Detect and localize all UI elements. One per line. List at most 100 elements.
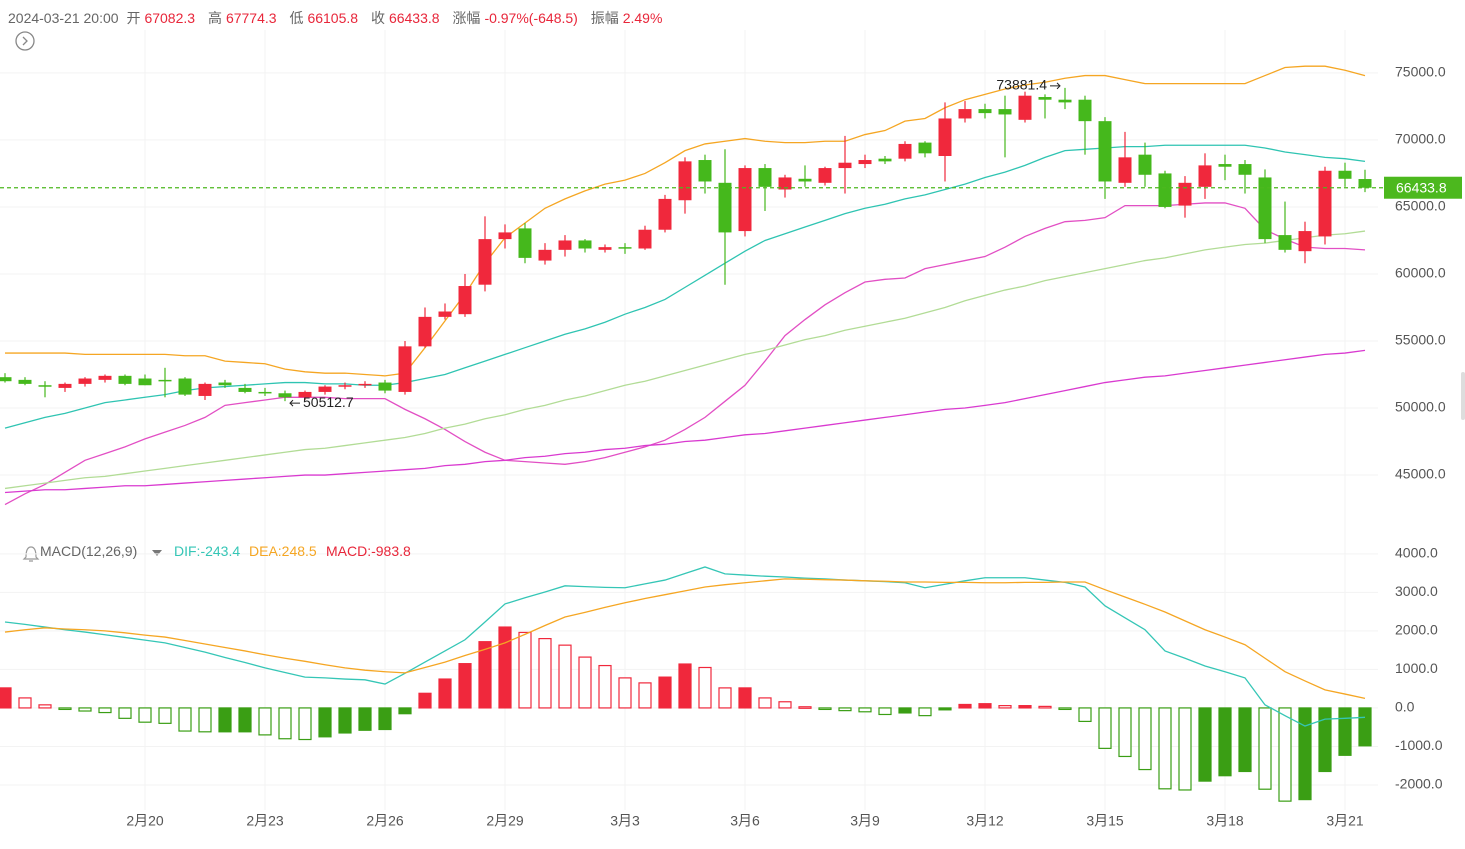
candle-body bbox=[818, 168, 832, 183]
macd-bar bbox=[1138, 707, 1152, 771]
macd-bar bbox=[1338, 707, 1352, 756]
candle-body bbox=[1118, 157, 1132, 183]
candle-body bbox=[198, 383, 212, 396]
x-tick-label: 2月26 bbox=[366, 813, 404, 829]
label: 低 bbox=[289, 10, 304, 26]
scrollbar[interactable] bbox=[1461, 372, 1465, 420]
date: 2024-03-21 20:00 bbox=[8, 10, 119, 26]
candle-body bbox=[358, 383, 372, 386]
candle-body bbox=[498, 232, 512, 240]
last-price-label: 66433.8 bbox=[1396, 179, 1447, 195]
macd-bar bbox=[558, 644, 572, 709]
macd-bar bbox=[918, 707, 932, 717]
y-tick-label: 50000.0 bbox=[1395, 399, 1446, 415]
macd-bar bbox=[778, 701, 792, 709]
indicator-line bbox=[5, 65, 1366, 377]
value: 66433.8 bbox=[388, 10, 440, 26]
candle-body bbox=[678, 161, 692, 201]
dif-line bbox=[4, 566, 1366, 727]
y-tick-label: 45000.0 bbox=[1395, 466, 1446, 482]
macd-bar bbox=[238, 707, 252, 733]
alert-icon[interactable] bbox=[22, 546, 40, 562]
label: 振幅 bbox=[590, 10, 619, 26]
y-tick-label: -1000.0 bbox=[1395, 737, 1443, 753]
candle-body bbox=[538, 249, 552, 261]
y-tick-label: 4000.0 bbox=[1395, 545, 1438, 561]
macd-bar bbox=[618, 677, 632, 709]
candle-body bbox=[858, 160, 872, 165]
macd-bar bbox=[598, 664, 612, 709]
macd-bar bbox=[218, 707, 232, 733]
expand-button[interactable] bbox=[15, 31, 35, 51]
x-tick-label: 3月3 bbox=[610, 813, 640, 829]
macd-bar bbox=[358, 707, 372, 731]
indicator-line bbox=[4, 230, 1366, 490]
candle-body bbox=[658, 198, 672, 230]
macd-bar bbox=[1298, 707, 1312, 801]
candle-body bbox=[1138, 154, 1152, 175]
candle-body bbox=[1358, 179, 1372, 188]
y-tick-label: 0.0 bbox=[1395, 699, 1415, 715]
macd-bar bbox=[1018, 705, 1032, 709]
macd-bar bbox=[258, 707, 272, 736]
expand-icon bbox=[22, 36, 28, 46]
macd-bar bbox=[718, 687, 732, 709]
macd-bar bbox=[158, 707, 172, 724]
candle-body bbox=[718, 182, 732, 233]
macd-bar bbox=[978, 703, 992, 709]
candle-body bbox=[798, 178, 812, 182]
candle-body bbox=[998, 109, 1012, 115]
macd-bar bbox=[1058, 707, 1072, 711]
indicator-line bbox=[4, 144, 1366, 429]
y-tick-label: 55000.0 bbox=[1395, 332, 1446, 348]
macd-bar bbox=[18, 697, 32, 709]
candle-body bbox=[1218, 164, 1232, 167]
candle-body bbox=[398, 346, 412, 392]
macd-bar bbox=[1178, 707, 1192, 791]
macd-bar bbox=[438, 678, 452, 709]
macd-bar bbox=[1158, 707, 1172, 790]
candle-body bbox=[958, 109, 972, 119]
label: 开 bbox=[126, 10, 141, 26]
y-tick-label: 3000.0 bbox=[1395, 583, 1438, 599]
macd-bar bbox=[538, 638, 552, 709]
y-tick-label: 60000.0 bbox=[1395, 265, 1446, 281]
macd-bar bbox=[478, 641, 492, 709]
arrow bbox=[289, 399, 300, 407]
macd-bar bbox=[898, 707, 912, 714]
candle-body bbox=[738, 168, 752, 232]
candle-body bbox=[318, 386, 332, 392]
macd-bar bbox=[1258, 707, 1272, 790]
macd-bar bbox=[398, 707, 412, 715]
candle-body bbox=[558, 240, 572, 250]
macd-bar bbox=[298, 707, 312, 741]
macd-label: MACD:-983.8 bbox=[326, 543, 411, 559]
x-tick-label: 3月12 bbox=[966, 813, 1004, 829]
macd-bar bbox=[1318, 707, 1332, 773]
candle-body bbox=[278, 393, 292, 398]
macd-bar bbox=[498, 626, 512, 709]
high-annotation: 73881.4 bbox=[996, 77, 1047, 93]
candle-body bbox=[0, 377, 12, 382]
macd-bar bbox=[678, 663, 692, 709]
macd-bar bbox=[1198, 707, 1212, 782]
x-tick-label: 2月29 bbox=[486, 813, 524, 829]
macd-bar bbox=[758, 697, 772, 709]
candle-body bbox=[438, 311, 452, 317]
macd-bar bbox=[318, 707, 332, 738]
dropdown-icon[interactable] bbox=[152, 550, 162, 556]
macd-bar bbox=[0, 687, 12, 709]
macd-bar bbox=[38, 704, 52, 709]
candle-body bbox=[1198, 165, 1212, 187]
candle-body bbox=[418, 316, 432, 347]
x-tick-label: 3月15 bbox=[1086, 813, 1124, 829]
macd-bar bbox=[98, 707, 112, 714]
dea-label: DEA:248.5 bbox=[249, 543, 317, 559]
macd-title: MACD(12,26,9) bbox=[40, 543, 138, 559]
candle-body bbox=[1258, 177, 1272, 240]
macd-bar bbox=[638, 682, 652, 709]
macd-bar bbox=[1038, 705, 1052, 709]
y-tick-label: 65000.0 bbox=[1395, 198, 1446, 214]
candle-body bbox=[118, 375, 132, 384]
macd-bar bbox=[1358, 707, 1372, 747]
